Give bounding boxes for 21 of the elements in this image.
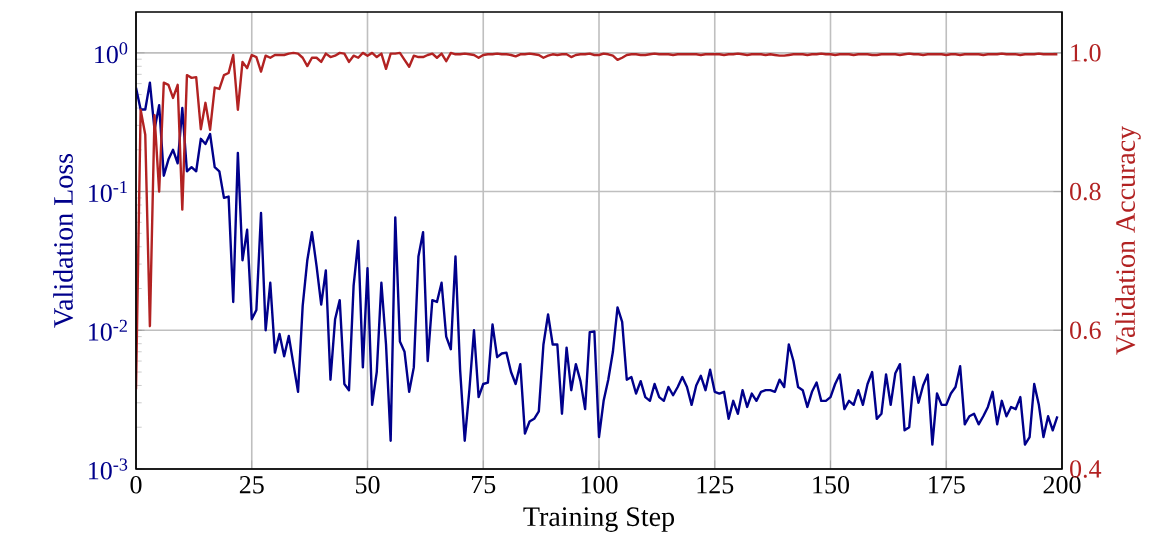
y2-tick-label: 0.4 — [1070, 460, 1102, 478]
y-axis-title: Validation Loss — [53, 154, 74, 328]
y2-tick-label: 0.6 — [1070, 321, 1101, 340]
x-tick-label: 175 — [929, 476, 965, 494]
x-tick-label: 25 — [239, 476, 264, 494]
y2-axis-title: Validation Accuracy — [1115, 125, 1141, 355]
y-tick-label: 10$^{0}$ — [95, 42, 128, 64]
x-tick-label: 125 — [697, 476, 734, 494]
x-tick-label: 150 — [813, 476, 850, 494]
x-tick-label: 200 — [1043, 476, 1081, 494]
x-tick-label: 50 — [356, 476, 380, 494]
y2-tick-label: 0.8 — [1070, 182, 1101, 201]
y2-tick-label: 1.0 — [1071, 44, 1101, 62]
x-tick-label: 100 — [581, 476, 618, 494]
line-series — [136, 81, 1059, 446]
x-tick-label: 0 — [130, 476, 142, 494]
y-tick-label: 10$^{-3}$ — [89, 458, 128, 480]
y-tick-label: 10$^{-2}$ — [89, 319, 127, 341]
x-tick-label: 75 — [471, 476, 496, 494]
x-axis-title: Training Step — [523, 507, 675, 532]
y-tick-label: 10$^{-1}$ — [89, 181, 127, 203]
